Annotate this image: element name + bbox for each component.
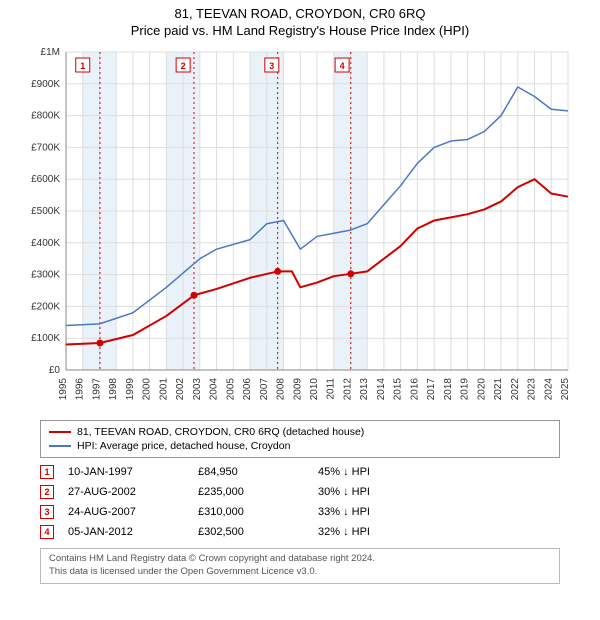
svg-text:2001: 2001 bbox=[158, 378, 169, 401]
svg-text:1995: 1995 bbox=[58, 378, 69, 401]
svg-text:2010: 2010 bbox=[309, 378, 320, 401]
row-date: 10-JAN-1997 bbox=[68, 466, 198, 478]
svg-text:£800K: £800K bbox=[31, 111, 60, 122]
chart-svg: £0 £100K £200K £300K £400K £500K £600K £700K £80… bbox=[20, 42, 580, 412]
chart-title: 81, TEEVAN ROAD, CROYDON, CR0 6RQ bbox=[0, 0, 600, 21]
table-row: 2 27-AUG-2002£235,00030% ↓ HPI bbox=[40, 482, 560, 502]
svg-text:1998: 1998 bbox=[108, 378, 119, 401]
svg-text:£300K: £300K bbox=[31, 270, 60, 281]
row-marker: 4 bbox=[40, 525, 54, 539]
row-marker: 1 bbox=[40, 465, 54, 479]
legend-swatch bbox=[49, 445, 71, 447]
legend-row: HPI: Average price, detached house, Croy… bbox=[49, 439, 551, 453]
footer-line1: Contains HM Land Registry data © Crown c… bbox=[49, 553, 551, 566]
svg-text:2005: 2005 bbox=[225, 378, 236, 401]
row-date: 27-AUG-2002 bbox=[68, 486, 198, 498]
svg-text:3: 3 bbox=[269, 61, 274, 71]
svg-text:2022: 2022 bbox=[510, 378, 521, 401]
svg-text:1999: 1999 bbox=[125, 378, 136, 401]
svg-text:£200K: £200K bbox=[31, 301, 60, 312]
svg-text:1996: 1996 bbox=[75, 378, 86, 401]
svg-text:2018: 2018 bbox=[443, 378, 454, 401]
svg-text:£1M: £1M bbox=[41, 47, 60, 58]
svg-text:2021: 2021 bbox=[493, 378, 504, 401]
footer-line2: This data is licensed under the Open Gov… bbox=[49, 566, 551, 579]
chart-area: £0 £100K £200K £300K £400K £500K £600K £700K £80… bbox=[20, 42, 580, 412]
svg-text:£100K: £100K bbox=[31, 333, 60, 344]
svg-text:2017: 2017 bbox=[426, 378, 437, 401]
svg-text:£900K: £900K bbox=[31, 79, 60, 90]
svg-text:£700K: £700K bbox=[31, 142, 60, 153]
svg-text:1997: 1997 bbox=[91, 378, 102, 401]
svg-text:2020: 2020 bbox=[476, 378, 487, 401]
svg-text:2008: 2008 bbox=[276, 378, 287, 401]
svg-text:2023: 2023 bbox=[527, 378, 538, 401]
legend-label: 81, TEEVAN ROAD, CROYDON, CR0 6RQ (detac… bbox=[77, 426, 364, 438]
svg-text:2011: 2011 bbox=[326, 378, 337, 400]
svg-text:£600K: £600K bbox=[31, 174, 60, 185]
legend-swatch bbox=[49, 431, 71, 433]
row-pct: 33% ↓ HPI bbox=[318, 506, 438, 518]
legend-row: 81, TEEVAN ROAD, CROYDON, CR0 6RQ (detac… bbox=[49, 425, 551, 439]
svg-text:£0: £0 bbox=[49, 365, 61, 376]
svg-text:2016: 2016 bbox=[409, 378, 420, 401]
svg-text:£500K: £500K bbox=[31, 206, 60, 217]
row-marker: 3 bbox=[40, 505, 54, 519]
svg-text:2004: 2004 bbox=[209, 378, 220, 401]
svg-text:2024: 2024 bbox=[543, 378, 554, 401]
svg-text:2007: 2007 bbox=[259, 378, 270, 401]
footer-attribution: Contains HM Land Registry data © Crown c… bbox=[40, 548, 560, 584]
legend-label: HPI: Average price, detached house, Croy… bbox=[77, 440, 290, 452]
svg-text:2006: 2006 bbox=[242, 378, 253, 401]
row-pct: 45% ↓ HPI bbox=[318, 466, 438, 478]
chart-subtitle: Price paid vs. HM Land Registry's House … bbox=[0, 21, 600, 42]
row-marker: 2 bbox=[40, 485, 54, 499]
svg-text:2019: 2019 bbox=[460, 378, 471, 401]
row-pct: 32% ↓ HPI bbox=[318, 526, 438, 538]
svg-text:2000: 2000 bbox=[142, 378, 153, 401]
legend: 81, TEEVAN ROAD, CROYDON, CR0 6RQ (detac… bbox=[40, 420, 560, 458]
row-date: 24-AUG-2007 bbox=[68, 506, 198, 518]
table-row: 1 10-JAN-1997£84,95045% ↓ HPI bbox=[40, 462, 560, 482]
row-price: £235,000 bbox=[198, 486, 318, 498]
svg-text:4: 4 bbox=[340, 61, 345, 71]
svg-text:2013: 2013 bbox=[359, 378, 370, 401]
svg-text:2025: 2025 bbox=[560, 378, 571, 401]
svg-text:£400K: £400K bbox=[31, 238, 60, 249]
row-pct: 30% ↓ HPI bbox=[318, 486, 438, 498]
row-price: £302,500 bbox=[198, 526, 318, 538]
svg-text:2003: 2003 bbox=[192, 378, 203, 401]
row-price: £310,000 bbox=[198, 506, 318, 518]
svg-text:2009: 2009 bbox=[292, 378, 303, 401]
transactions-table: 1 10-JAN-1997£84,95045% ↓ HPI 2 27-AUG-2002… bbox=[40, 462, 560, 542]
table-row: 4 05-JAN-2012£302,50032% ↓ HPI bbox=[40, 522, 560, 542]
row-price: £84,950 bbox=[198, 466, 318, 478]
table-row: 3 24-AUG-2007£310,00033% ↓ HPI bbox=[40, 502, 560, 522]
svg-text:2012: 2012 bbox=[342, 378, 353, 401]
svg-text:1: 1 bbox=[80, 61, 85, 71]
svg-text:2015: 2015 bbox=[393, 378, 404, 401]
svg-text:2002: 2002 bbox=[175, 378, 186, 401]
svg-text:2: 2 bbox=[181, 61, 186, 71]
row-date: 05-JAN-2012 bbox=[68, 526, 198, 538]
svg-text:2014: 2014 bbox=[376, 378, 387, 401]
